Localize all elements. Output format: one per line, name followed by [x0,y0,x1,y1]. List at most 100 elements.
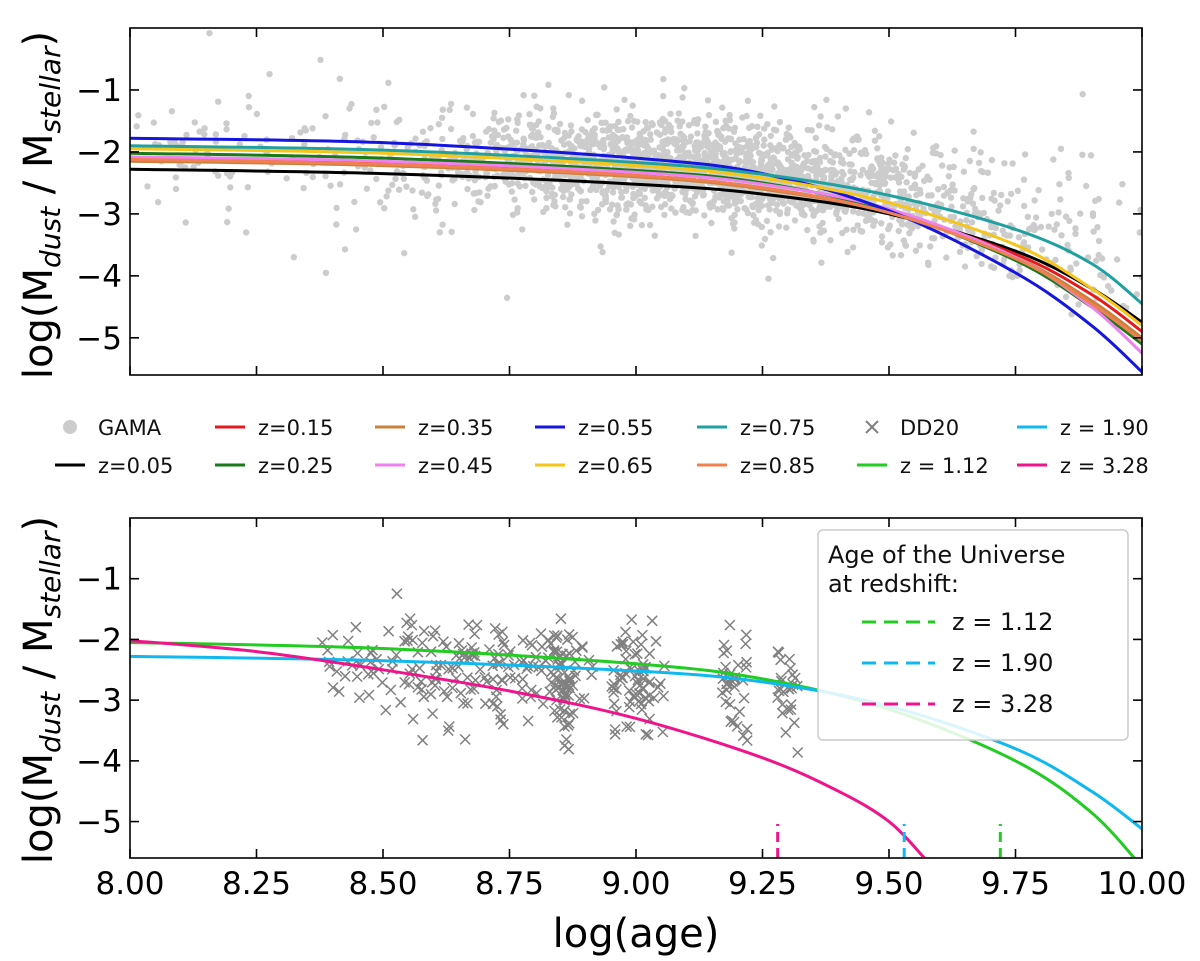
dd20-point [644,648,656,660]
gama-point [796,146,803,153]
gama-point [943,254,950,261]
gama-point [1053,221,1061,228]
dd20-point [646,615,658,627]
gama-point [592,217,599,224]
dd20-point [627,636,639,648]
gama-point [381,103,388,111]
gama-point [895,227,902,235]
dd20-point [608,678,620,690]
dd20-point [740,629,752,641]
gama-point [1090,228,1097,235]
gama-point [1008,190,1015,198]
gama-point [1031,197,1038,204]
gama-point [552,203,559,210]
gama-point [840,160,847,167]
dd20-point [412,681,424,693]
gama-point [758,155,765,163]
gama-point [578,198,585,205]
gama-point [674,147,681,154]
gama-point [701,212,708,219]
dd20-point [788,717,800,729]
gama-point [215,98,222,105]
gama-point [383,193,390,200]
gama-point [447,125,455,133]
gama-point [643,206,650,213]
dd20-point [383,625,395,637]
gama-point [578,213,586,220]
dd20-point [785,704,797,716]
dd20-point [404,613,416,625]
line-z=0.75 [130,144,1142,305]
gama-point [168,108,176,115]
gama-point [677,180,684,187]
gama-point [612,133,619,141]
gama-point [615,205,622,213]
gama-point [699,192,707,199]
legend-swatch [865,420,879,434]
dd20-point [637,682,649,694]
gama-point [850,147,858,154]
gama-point [1077,210,1084,217]
dd20-point [624,696,636,708]
dd20-point [560,679,572,691]
gama-point [533,103,540,110]
dd20-point [724,698,736,710]
dd20-point [570,645,582,657]
y-tick-label: −5 [76,805,122,841]
gama-point [547,183,554,191]
dd20-point [429,679,441,692]
gama-point [842,208,849,215]
gama-point [819,205,827,212]
gama-point [599,248,606,256]
gama-point [791,149,799,156]
gama-point [660,147,667,155]
dd20-point [740,638,752,650]
gama-point [297,129,304,136]
gama-point [641,194,648,201]
gama-point [979,194,986,202]
gama-point [385,79,392,87]
dd20-point [619,626,632,638]
gama-point [463,104,471,111]
gama-point [603,187,610,194]
gama-point [558,185,565,192]
dd20-point [509,672,521,684]
gama-point [997,202,1004,209]
gama-point [333,221,340,228]
gama-point [368,119,375,127]
gama-point [687,133,694,140]
dd20-point [630,688,642,700]
gama-point [775,223,783,230]
dd20-point [427,708,439,720]
gama-point [761,136,768,143]
legend-swatch [63,420,77,434]
gama-point [592,111,600,119]
gama-point [591,210,598,217]
gama-point [970,128,977,135]
gama-point [736,144,744,151]
dd20-point [491,700,503,712]
gama-point [634,118,641,126]
gama-point [990,189,998,197]
gama-point [866,210,873,217]
gama-point [244,184,252,191]
gama-point [539,141,546,149]
gama-point [972,205,979,213]
gama-point [1067,264,1074,271]
dd20-point [738,692,750,704]
gama-point [937,151,944,159]
gama-point [333,204,340,212]
gama-point [774,147,781,155]
x-tick-label: 9.25 [728,866,797,902]
dd20-point [787,669,799,681]
gama-point [559,193,567,201]
gama-point [704,139,711,146]
dd20-point [407,713,419,725]
gama-point [514,180,521,187]
gama-point [898,221,906,228]
gama-point [223,120,230,127]
gama-point [916,242,923,249]
gama-point [1021,151,1029,158]
gama-point [603,127,610,134]
bottom-y-axis-title: log(Mdust / Mstellar) [16,516,67,864]
